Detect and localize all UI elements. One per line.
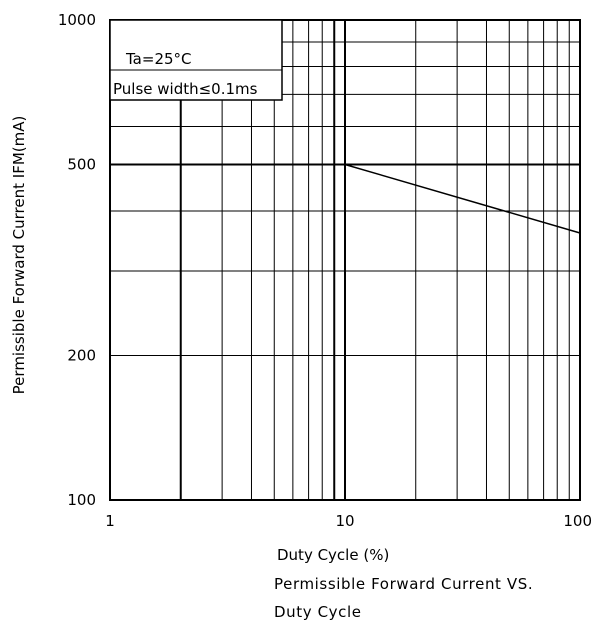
y-tick-label: 200 — [67, 347, 96, 365]
annotation-text: Ta=25°C — [125, 50, 192, 68]
caption-line-2: Duty Cycle — [274, 603, 362, 621]
y-tick-label: 100 — [67, 491, 96, 509]
y-axis-label: Permissible Forward Current IFM(mA) — [10, 116, 28, 395]
annotation-box: Ta=25°C Pulse width≤0.1ms — [109, 19, 283, 101]
y-tick-label: 500 — [67, 155, 96, 173]
caption-line-1: Permissible Forward Current VS. — [274, 575, 534, 593]
x-tick-label: 10 — [335, 512, 354, 530]
annotation-text: Pulse width≤0.1ms — [113, 80, 258, 98]
y-tick-labels: 100 200 500 1000 — [58, 11, 96, 509]
x-tick-label: 100 — [563, 512, 592, 530]
series-lines — [110, 20, 581, 500]
x-tick-labels: 1 10 100 — [105, 512, 592, 530]
x-tick-label: 1 — [105, 512, 115, 530]
x-axis-label: Duty Cycle (%) — [277, 546, 389, 564]
y-tick-label: 1000 — [58, 11, 96, 29]
annotation-frame — [109, 19, 283, 101]
